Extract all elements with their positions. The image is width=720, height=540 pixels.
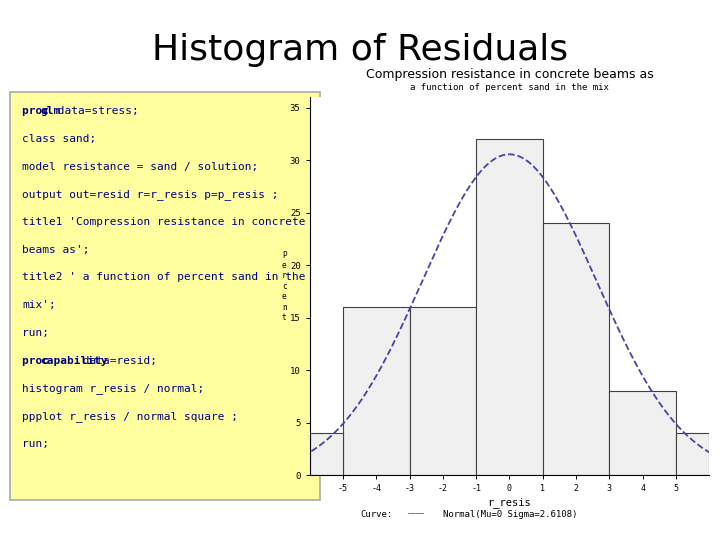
Text: title1 'Compression resistance in concrete: title1 'Compression resistance in concre…: [22, 217, 306, 227]
Text: ────: ────: [407, 511, 426, 517]
Title: Compression resistance in concrete beams as: Compression resistance in concrete beams…: [366, 68, 653, 81]
Text: Histogram of Residuals: Histogram of Residuals: [152, 33, 568, 67]
Text: capability: capability: [40, 355, 108, 366]
Bar: [543, 223, 609, 475]
Bar: [609, 391, 676, 475]
Text: Normal(Mu=0 Sigma=2.6108): Normal(Mu=0 Sigma=2.6108): [443, 510, 577, 518]
Text: run;: run;: [22, 439, 50, 449]
Text: run;: run;: [22, 328, 50, 338]
Bar: [476, 139, 543, 475]
Text: Curve:: Curve:: [360, 510, 392, 518]
Text: data=stress;: data=stress;: [51, 106, 139, 116]
Bar: [676, 433, 709, 475]
Text: histogram r_resis / normal;: histogram r_resis / normal;: [22, 383, 204, 394]
Text: data=resid;: data=resid;: [76, 355, 157, 366]
Text: mix';: mix';: [22, 300, 56, 310]
X-axis label: r_resis: r_resis: [487, 497, 531, 508]
Text: class sand;: class sand;: [22, 134, 96, 144]
Text: glm: glm: [40, 106, 60, 116]
Text: a function of percent sand in the mix: a function of percent sand in the mix: [410, 83, 609, 92]
Bar: [343, 307, 410, 475]
Text: output out=resid r=r_resis p=p_resis ;: output out=resid r=r_resis p=p_resis ;: [22, 189, 279, 200]
Text: ppplot r_resis / normal square ;: ppplot r_resis / normal square ;: [22, 411, 238, 422]
Text: title2 ' a function of percent sand in the: title2 ' a function of percent sand in t…: [22, 272, 306, 282]
Bar: [410, 307, 476, 475]
Text: proc: proc: [22, 355, 56, 366]
Y-axis label: P
e
r
c
e
n
t: P e r c e n t: [282, 251, 287, 322]
Text: model resistance = sand / solution;: model resistance = sand / solution;: [22, 161, 258, 172]
FancyBboxPatch shape: [10, 92, 320, 500]
Text: beams as';: beams as';: [22, 245, 90, 255]
Text: proc: proc: [22, 106, 56, 116]
Bar: [310, 433, 343, 475]
